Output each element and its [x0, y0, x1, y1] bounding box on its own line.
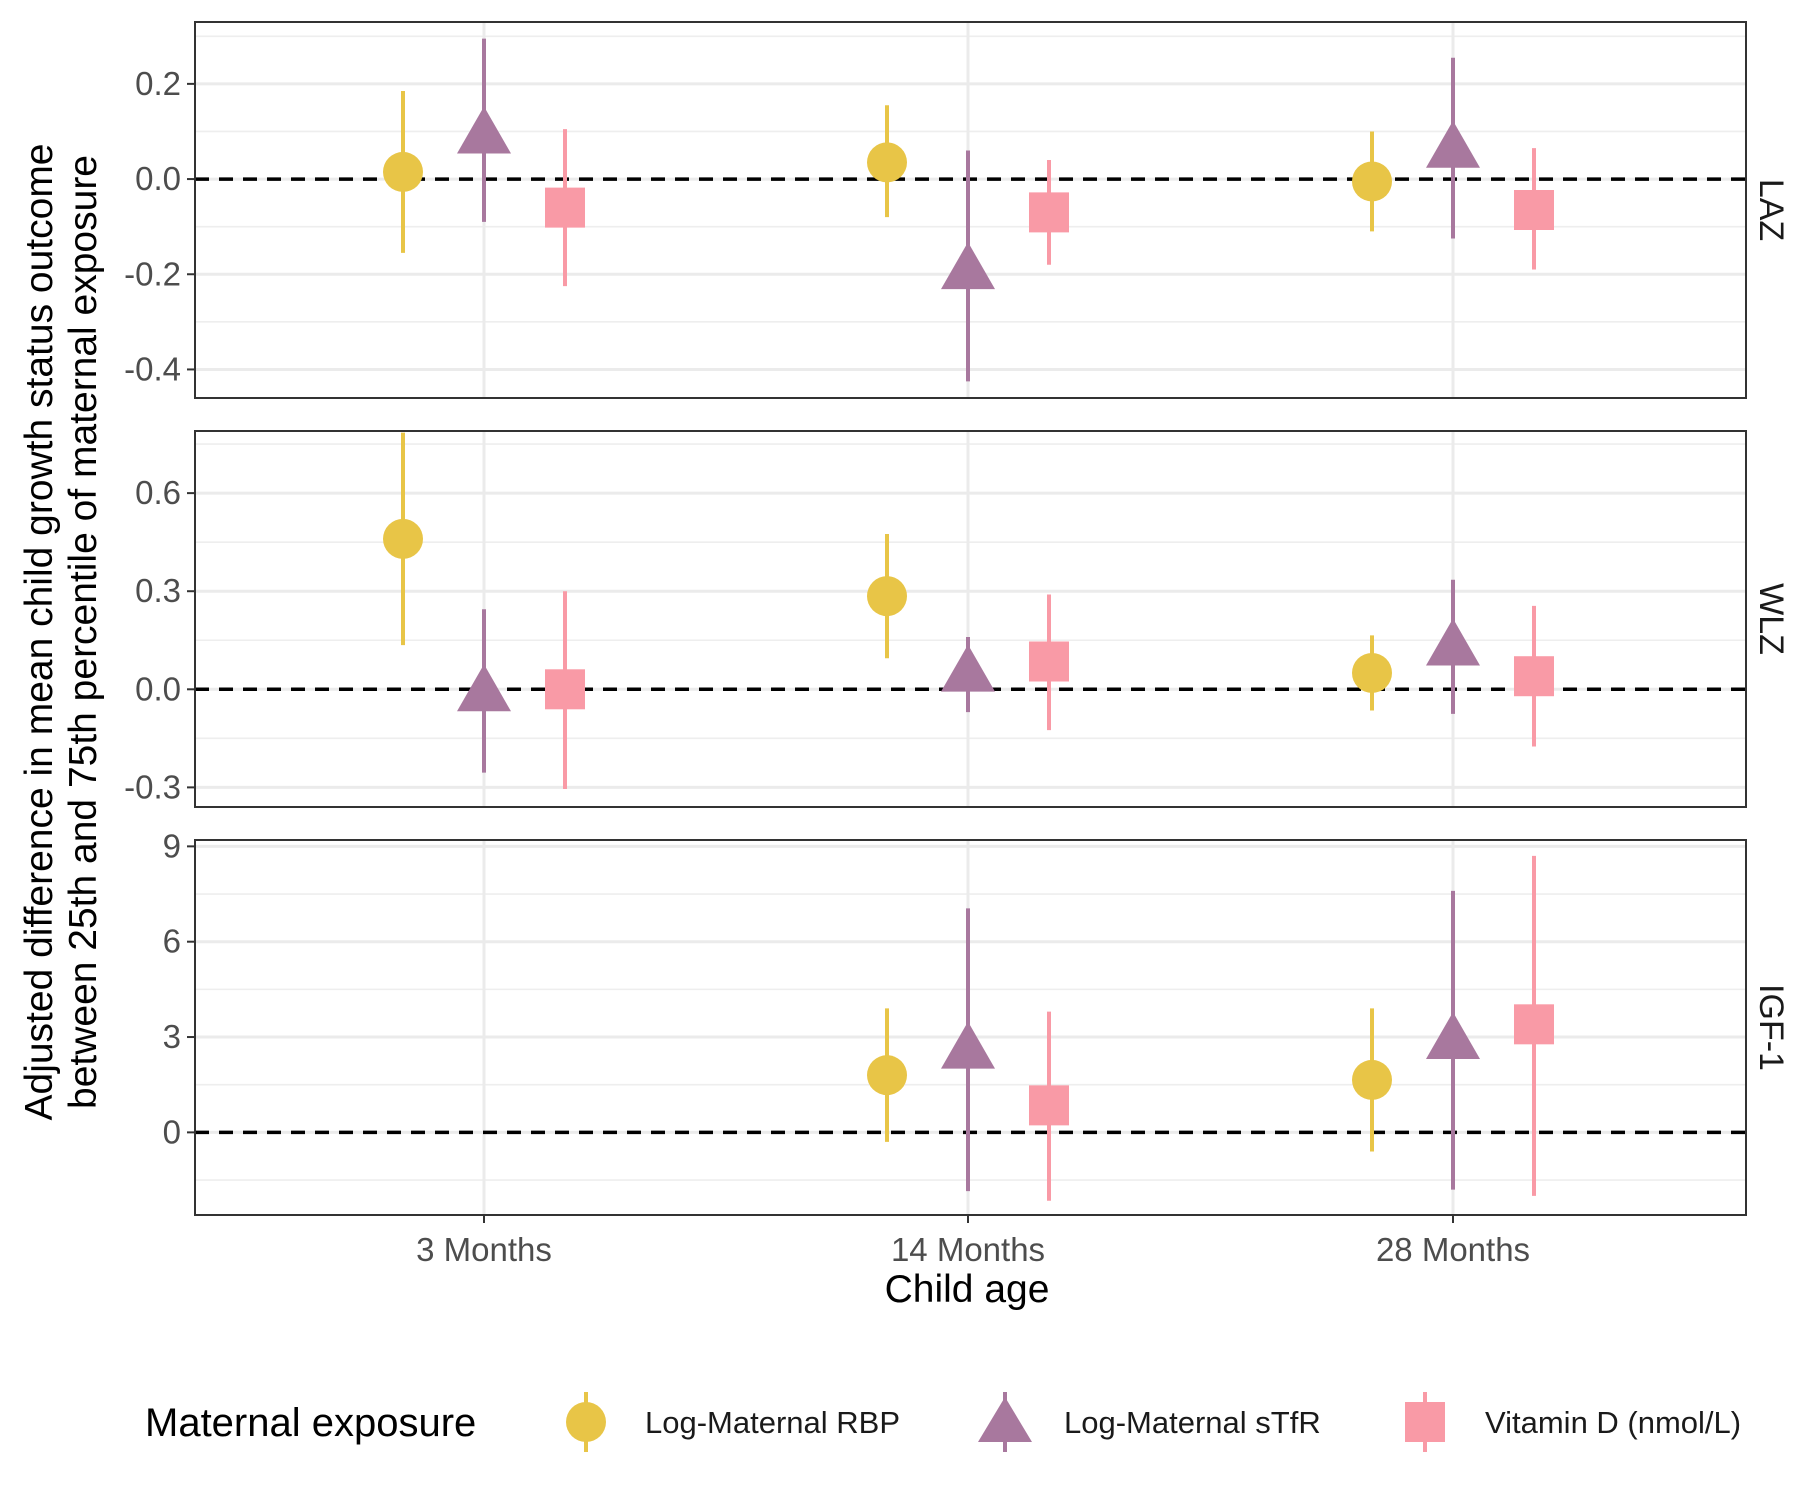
panel-igf-1: 9 6 3 0 IGF-1	[163, 827, 1790, 1216]
point-circle	[867, 576, 907, 617]
y-tick-label: 0.6	[135, 474, 181, 511]
y-tick-label: 0.3	[135, 572, 181, 609]
x-axis: 3 Months 14 Months 28 Months	[416, 1215, 1530, 1268]
legend-label: Vitamin D (nmol/L)	[1485, 1405, 1741, 1440]
point-circle	[1352, 652, 1392, 693]
point-circle	[867, 1055, 907, 1096]
y-tick-label: -0.2	[124, 255, 181, 292]
point-square	[1514, 190, 1554, 230]
point-triangle	[1426, 1012, 1480, 1060]
panel-border	[194, 21, 1747, 399]
y-tick-label: 6	[163, 923, 181, 960]
point-triangle	[941, 242, 995, 290]
y-tick-label: 3	[163, 1018, 181, 1055]
y-tick-label: 0.2	[135, 65, 181, 102]
facet-strip-label: IGF-1	[1752, 984, 1790, 1071]
point-triangle	[941, 644, 995, 692]
y-axis-title-line2: between 25th and 75th percentile of mate…	[62, 155, 105, 1109]
facet-strip-label: WLZ	[1752, 583, 1790, 655]
point-triangle	[1426, 618, 1480, 666]
point-triangle	[457, 664, 511, 712]
y-tick-label: 9	[163, 827, 181, 864]
point-circle	[383, 518, 423, 559]
point-circle	[867, 142, 907, 183]
point-circle	[1352, 161, 1392, 202]
x-axis-title: Child age	[885, 1268, 1050, 1311]
legend-label: Log-Maternal RBP	[645, 1405, 900, 1440]
point-square	[1029, 192, 1069, 233]
legend-key-circle	[566, 1402, 606, 1442]
facet-strip-label: LAZ	[1752, 179, 1790, 241]
point-triangle	[941, 1021, 995, 1069]
legend-key-square	[1405, 1402, 1445, 1442]
x-tick-label: 28 Months	[1376, 1231, 1530, 1268]
point-square	[545, 669, 585, 710]
point-square	[1514, 1004, 1554, 1045]
point-square	[1029, 1085, 1069, 1126]
point-triangle	[457, 106, 511, 154]
point-triangle	[1426, 120, 1480, 168]
panel-wlz: 0.6 0.3 0.0 -0.3 WLZ	[124, 430, 1790, 808]
facet-panels: 0.2 0.0 -0.2 -0.4 LAZ 0.6 0.3 0.0 -0.3 WLZ 9 6 3 0 IGF…	[124, 21, 1790, 1216]
panel-laz: 0.2 0.0 -0.2 -0.4 LAZ	[124, 21, 1790, 399]
y-tick-label: 0.0	[135, 670, 181, 707]
y-tick-label: -0.4	[124, 350, 181, 387]
x-tick-label: 3 Months	[416, 1231, 552, 1268]
legend-key-triangle	[978, 1397, 1032, 1442]
y-tick-label: 0.0	[135, 160, 181, 197]
point-square	[545, 187, 585, 228]
y-axis-title-line1: Adjusted difference in mean child growth…	[18, 144, 61, 1121]
panel-border	[194, 430, 1747, 808]
y-tick-label: 0	[163, 1113, 181, 1150]
point-circle	[1352, 1059, 1392, 1100]
y-axis-title: Adjusted difference in mean child growth…	[18, 144, 105, 1121]
y-tick-label: -0.3	[124, 768, 181, 805]
point-square	[1029, 641, 1069, 682]
panel-border	[194, 839, 1747, 1216]
x-tick-label: 14 Months	[891, 1231, 1045, 1268]
legend-label: Log-Maternal sTfR	[1064, 1405, 1321, 1440]
legend-title: Maternal exposure	[145, 1401, 476, 1445]
legend: Maternal exposure Log-Maternal RBP Log-Ma…	[145, 1392, 1741, 1452]
point-square	[1514, 656, 1554, 697]
point-circle	[383, 151, 423, 192]
